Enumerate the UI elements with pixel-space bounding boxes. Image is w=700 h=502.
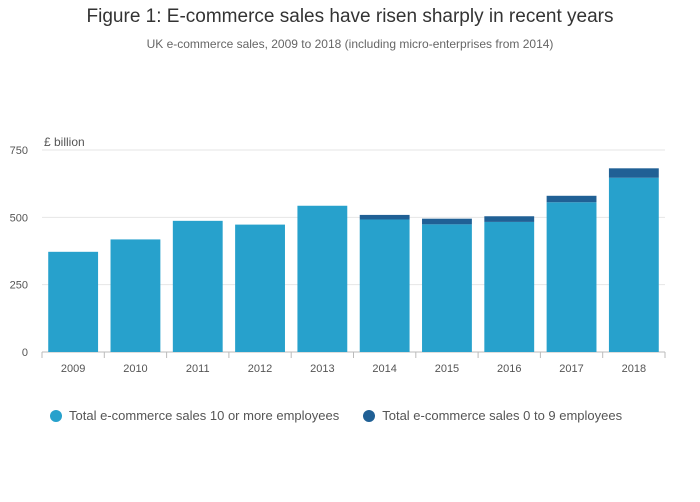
bar-2009-series-0 — [48, 251, 99, 352]
bar-2018-series-1 — [608, 168, 659, 178]
legend-label-micro-firms: Total e-commerce sales 0 to 9 employees — [382, 408, 623, 423]
bar-2015-series-1 — [422, 218, 472, 225]
chart-subtitle: UK e-commerce sales, 2009 to 2018 (inclu… — [146, 37, 554, 51]
x-tick-label: 2016 — [497, 363, 521, 375]
legend-swatch-micro-firms — [363, 409, 376, 422]
y-tick-label: 750 — [10, 145, 28, 157]
x-tick-label: 2011 — [186, 363, 210, 375]
x-tick-label: 2017 — [559, 363, 583, 375]
bar-2014-series-1 — [359, 214, 410, 220]
bar-2010-series-0 — [110, 239, 161, 352]
bar-2018-series-0 — [608, 177, 659, 352]
x-tick-label: 2010 — [123, 363, 147, 375]
bar-2011-series-0 — [172, 220, 223, 352]
y-axis-label: £ billion — [44, 135, 85, 149]
legend-label-large-firms: Total e-commerce sales 10 or more employ… — [69, 408, 340, 423]
x-tick-label: 2015 — [435, 363, 459, 375]
bar-2014-series-0 — [359, 219, 410, 352]
y-tick-label: 500 — [10, 212, 28, 224]
bar-2012-series-0 — [235, 224, 285, 352]
legend-swatch-large-firms — [50, 409, 62, 422]
bar-2017-series-0 — [546, 202, 597, 352]
y-tick-label: 0 — [22, 347, 28, 359]
legend-item-large-firms[interactable]: Total e-commerce sales 10 or more employ… — [50, 408, 339, 423]
x-tick-label: 2012 — [248, 363, 272, 375]
legend-item-micro-firms[interactable]: Total e-commerce sales 0 to 9 employees — [363, 408, 622, 423]
x-tick-label: 2018 — [622, 363, 646, 375]
bar-2016-series-0 — [484, 221, 535, 352]
bar-2013-series-0 — [297, 205, 348, 352]
bar-2015-series-0 — [422, 224, 472, 352]
x-tick-label: 2013 — [310, 363, 334, 375]
chart-title: Figure 1: E-commerce sales have risen sh… — [86, 6, 614, 27]
bar-2017-series-1 — [546, 195, 597, 203]
x-tick-label: 2014 — [372, 363, 396, 375]
x-tick-label: 2009 — [61, 363, 85, 375]
bar-2016-series-1 — [484, 216, 535, 222]
y-tick-label: 250 — [10, 280, 28, 292]
legend: Total e-commerce sales 10 or more employ… — [50, 408, 622, 423]
